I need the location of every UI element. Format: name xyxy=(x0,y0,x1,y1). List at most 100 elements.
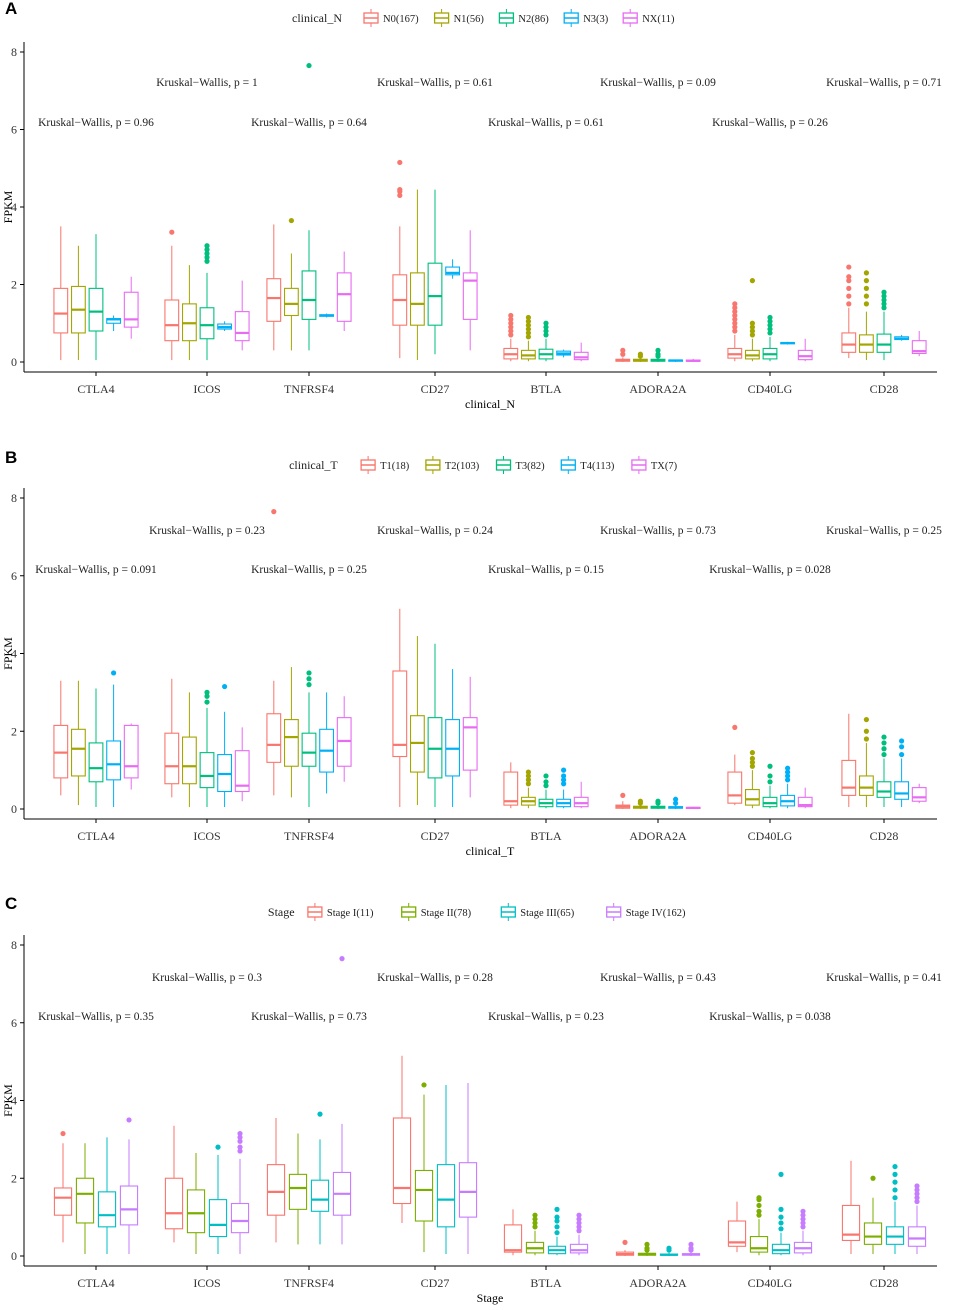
box xyxy=(797,349,813,361)
x-tick-label: CTLA4 xyxy=(77,1276,114,1290)
y-tick-label: 8 xyxy=(11,45,17,59)
box-group-icos xyxy=(164,1125,250,1255)
box-group-cd28 xyxy=(841,713,927,808)
kruskal-wallis-label: Kruskal−Wallis, p = 0.64 xyxy=(251,117,367,129)
outlier-point xyxy=(508,324,514,330)
outlier-point xyxy=(525,322,532,328)
outlier-point xyxy=(561,773,567,779)
outlier-point xyxy=(525,773,532,779)
box xyxy=(573,351,589,361)
box-group-cd27 xyxy=(392,1055,478,1255)
box xyxy=(234,311,250,342)
box xyxy=(123,724,139,779)
outlier-point xyxy=(397,159,403,166)
box xyxy=(569,1243,589,1254)
box xyxy=(164,1177,184,1230)
kruskal-wallis-label: Kruskal−Wallis, p = 0.25 xyxy=(251,564,367,576)
outlier-point xyxy=(237,1148,243,1154)
outlier-point xyxy=(317,1111,323,1117)
kruskal-wallis-label: Kruskal−Wallis, p = 0.038 xyxy=(709,1011,831,1023)
legend-label: N2(86) xyxy=(518,14,549,25)
y-tick-label: 4 xyxy=(11,647,17,661)
outlier-point xyxy=(899,744,905,750)
x-tick-label: CTLA4 xyxy=(77,829,114,843)
box xyxy=(70,728,86,777)
legend-key xyxy=(433,9,450,27)
outlier-point xyxy=(576,1228,582,1234)
outlier-point xyxy=(673,800,679,806)
kruskal-wallis-label: Kruskal−Wallis, p = 0.35 xyxy=(38,1011,154,1023)
x-tick-label: ADORA2A xyxy=(629,1276,687,1290)
y-axis-title: FPKM xyxy=(1,637,15,670)
x-tick-label: CD28 xyxy=(870,382,899,396)
outlier-point xyxy=(892,1171,898,1177)
x-tick-label: ADORA2A xyxy=(629,829,687,843)
outlier-point xyxy=(732,301,738,307)
box xyxy=(53,1187,73,1216)
box xyxy=(841,759,857,796)
outlier-point xyxy=(306,676,312,682)
outlier-point xyxy=(863,278,870,284)
outlier-point xyxy=(846,301,852,307)
panel-b: B 0 2 4 6 8 FPKM CTLA4 ICOS TNFRSF4 CD27 BTLA ADORA2… xyxy=(1,448,942,858)
box xyxy=(97,1191,117,1228)
box-group-cd40lg xyxy=(727,724,813,809)
outlier-point xyxy=(532,1220,538,1226)
outlier-point xyxy=(899,751,905,758)
x-axis-title: Stage xyxy=(477,1291,504,1305)
box-group-btla xyxy=(503,1206,589,1256)
outlier-point xyxy=(561,781,567,787)
outlier-point xyxy=(421,1082,427,1088)
kruskal-wallis-label: Kruskal−Wallis, p = 0.73 xyxy=(600,525,716,537)
outlier-point xyxy=(778,1171,784,1177)
outlier-point xyxy=(749,759,756,765)
outlier-point xyxy=(881,305,887,311)
x-tick-label: ICOS xyxy=(193,829,220,843)
outlier-point xyxy=(306,670,312,676)
outlier-point xyxy=(778,1226,784,1232)
kruskal-wallis-label: Kruskal−Wallis, p = 0.71 xyxy=(826,77,942,89)
x-tick-label: BTLA xyxy=(530,1276,562,1290)
x-tick-label: CD27 xyxy=(421,1276,450,1290)
box xyxy=(234,750,250,793)
legend-key xyxy=(500,903,516,921)
outlier-point xyxy=(749,763,756,769)
outlier-point xyxy=(237,1130,243,1137)
outlier-point xyxy=(756,1195,762,1201)
legend-key xyxy=(563,9,579,27)
outlier-point xyxy=(271,509,277,515)
outlier-point xyxy=(749,324,756,330)
outlier-point xyxy=(554,1218,560,1224)
box xyxy=(727,1220,747,1247)
kruskal-wallis-label: Kruskal−Wallis, p = 0.96 xyxy=(38,117,154,129)
box xyxy=(266,1164,286,1216)
outlier-point xyxy=(543,320,549,326)
y-tick-label: 2 xyxy=(11,1171,17,1185)
panel-c: C 0 2 4 6 8 FPKM CTLA4 ICOS TNFRSF4 CD27 BTLA ADORA2… xyxy=(1,894,942,1305)
box xyxy=(310,1179,330,1212)
legend-label: T1(18) xyxy=(380,461,410,472)
box-group-btla xyxy=(503,762,589,809)
outlier-point xyxy=(800,1212,806,1218)
kruskal-wallis-label: Kruskal−Wallis, p = 0.43 xyxy=(600,972,716,984)
box xyxy=(409,272,425,326)
outlier-point xyxy=(749,332,756,338)
outlier-point xyxy=(914,1183,920,1189)
outlier-point xyxy=(881,746,887,752)
outlier-point xyxy=(846,278,852,284)
outlier-point xyxy=(863,301,870,307)
outlier-point xyxy=(204,699,210,705)
outlier-point xyxy=(785,769,791,775)
box xyxy=(863,1222,883,1245)
outlier-point xyxy=(204,689,210,695)
outlier-point xyxy=(655,347,661,353)
legend-label: N0(167) xyxy=(383,14,419,25)
outlier-point xyxy=(204,243,210,249)
box xyxy=(283,719,299,767)
panel-letter: A xyxy=(5,0,17,18)
box xyxy=(414,1169,434,1222)
box xyxy=(301,732,317,767)
y-tick-label: 2 xyxy=(11,278,17,292)
box xyxy=(392,670,408,758)
outlier-point xyxy=(554,1206,560,1212)
